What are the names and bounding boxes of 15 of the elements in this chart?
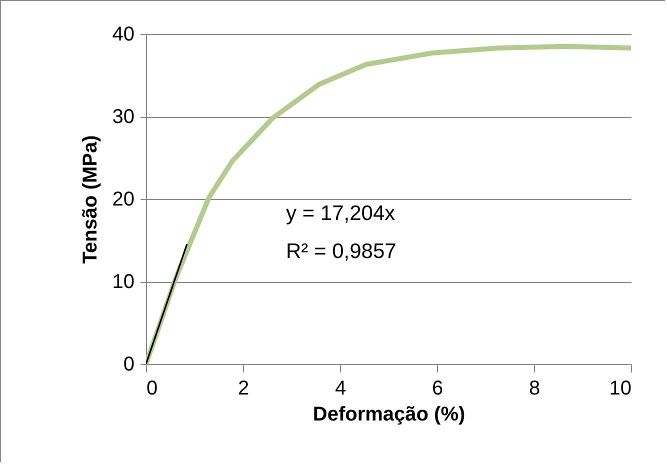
x-tick-label: 8 <box>528 378 540 400</box>
y-tick-label: 20 <box>112 188 134 210</box>
x-tick-label: 0 <box>146 378 158 400</box>
x-axis-title: Deformação (%) <box>312 404 466 426</box>
x-tick-label: 6 <box>432 378 444 400</box>
x-tick-label: 4 <box>334 378 346 400</box>
y-tick-label: 40 <box>112 24 134 46</box>
x-tick-label: 2 <box>238 378 250 400</box>
annotation: y = 17,204x <box>286 202 396 225</box>
x-tick-label: 10 <box>609 378 632 400</box>
y-tick-label: 30 <box>112 106 134 128</box>
y-tick-label: 10 <box>112 271 134 293</box>
y-axis-title: Tensão (MPa) <box>79 135 102 264</box>
annotation: R² = 0,9857 <box>286 240 396 263</box>
y-tick-label: 0 <box>123 354 134 376</box>
